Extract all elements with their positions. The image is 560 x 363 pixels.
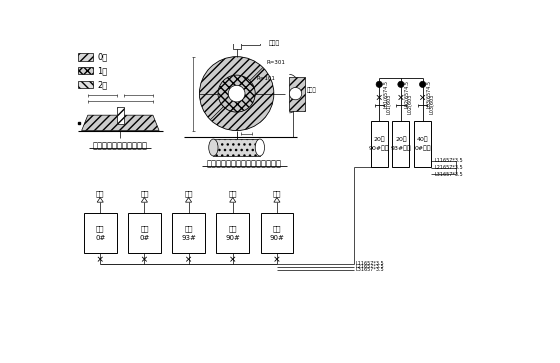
Text: 汽油: 汽油 <box>184 226 193 232</box>
Text: 90#汽油: 90#汽油 <box>369 146 390 151</box>
Ellipse shape <box>255 139 264 156</box>
Circle shape <box>376 81 382 87</box>
Bar <box>260 213 293 253</box>
Bar <box>116 107 124 125</box>
Text: 20方: 20方 <box>374 136 385 142</box>
Bar <box>290 77 305 111</box>
Text: L11657*3.5: L11657*3.5 <box>434 158 463 163</box>
Text: 0#柴油: 0#柴油 <box>414 146 431 151</box>
Text: 汽油: 汽油 <box>273 226 281 232</box>
Text: 汽车: 汽车 <box>140 191 148 197</box>
Text: L21657*3.5: L21657*3.5 <box>356 264 385 269</box>
Polygon shape <box>82 115 159 131</box>
Text: 93#: 93# <box>181 234 196 241</box>
Text: 柴油: 柴油 <box>140 226 148 232</box>
Text: 1区: 1区 <box>97 66 108 75</box>
Bar <box>78 53 94 61</box>
Circle shape <box>419 81 426 87</box>
Text: 90#: 90# <box>225 234 240 241</box>
Bar <box>233 41 240 49</box>
Bar <box>414 121 431 167</box>
Polygon shape <box>97 197 104 202</box>
Text: L02(6574.5: L02(6574.5 <box>405 79 410 107</box>
Text: 2区: 2区 <box>97 80 108 89</box>
Text: L31657*3.5: L31657*3.5 <box>356 268 385 273</box>
Circle shape <box>290 87 302 100</box>
Text: L03(6574.5: L03(6574.5 <box>427 79 432 107</box>
Polygon shape <box>274 197 280 202</box>
Text: 汽油: 汽油 <box>228 226 237 232</box>
Text: 汽车: 汽车 <box>228 191 237 197</box>
Text: R=301: R=301 <box>266 60 285 65</box>
Text: 汽车: 汽车 <box>184 191 193 197</box>
Text: L21657*3.5: L21657*3.5 <box>434 165 463 170</box>
Bar <box>78 81 94 88</box>
Text: 0区: 0区 <box>97 52 108 61</box>
Text: L02(603: L02(603 <box>408 94 413 114</box>
Text: 柴油: 柴油 <box>96 226 105 232</box>
Text: L31657*3.5: L31657*3.5 <box>434 172 463 177</box>
Circle shape <box>257 30 263 37</box>
Bar <box>217 213 249 253</box>
Circle shape <box>218 75 255 112</box>
Circle shape <box>199 57 274 131</box>
Text: 40方: 40方 <box>417 136 428 142</box>
Bar <box>78 67 94 74</box>
Text: 93#汽油: 93#汽油 <box>390 146 411 151</box>
Text: 汽车: 汽车 <box>96 191 105 197</box>
Bar <box>84 213 116 253</box>
Circle shape <box>398 81 404 87</box>
Text: 加油机爆炸危险区域划分: 加油机爆炸危险区域划分 <box>93 142 148 151</box>
Ellipse shape <box>209 139 218 156</box>
Text: 通气口: 通气口 <box>306 87 316 93</box>
Polygon shape <box>230 197 236 202</box>
Polygon shape <box>185 197 192 202</box>
Bar <box>213 139 260 156</box>
Text: 0#: 0# <box>139 234 150 241</box>
Bar <box>172 213 205 253</box>
Text: 90#: 90# <box>269 234 284 241</box>
Bar <box>371 121 388 167</box>
Text: L01(603: L01(603 <box>386 94 391 114</box>
Text: L03(603: L03(603 <box>430 94 435 114</box>
Bar <box>128 213 161 253</box>
Polygon shape <box>141 197 147 202</box>
Text: 20方: 20方 <box>395 136 407 142</box>
Text: L11657*3.5: L11657*3.5 <box>356 261 385 266</box>
Text: L01(6574.5: L01(6574.5 <box>383 79 388 107</box>
Text: R=101: R=101 <box>257 77 276 81</box>
Text: 通气口: 通气口 <box>269 41 281 46</box>
Bar <box>393 121 409 167</box>
Circle shape <box>228 85 245 102</box>
Text: 0#: 0# <box>95 234 105 241</box>
Text: 汽车: 汽车 <box>273 191 281 197</box>
Text: 埋地卧式汽油罐爆炸危险区域划分: 埋地卧式汽油罐爆炸危险区域划分 <box>207 159 282 168</box>
